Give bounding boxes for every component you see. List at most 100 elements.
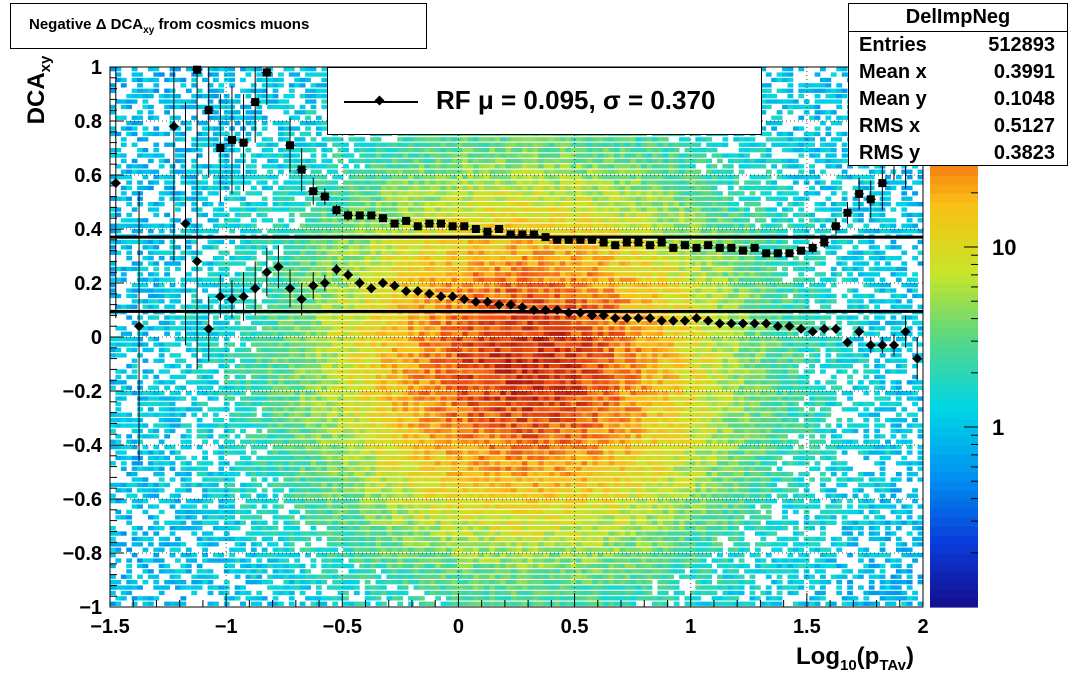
heatmap-cell: [234, 293, 241, 299]
heatmap-cell: [299, 493, 306, 498]
heatmap-cell: [424, 574, 431, 579]
heatmap-cell: [110, 547, 116, 552]
heatmap-cell: [370, 450, 376, 455]
heatmap-cell: [418, 396, 425, 401]
heatmap-cell: [175, 358, 181, 363]
heatmap-cell: [272, 364, 279, 369]
heatmap-cell: [256, 558, 263, 563]
heatmap-cell: [424, 288, 431, 293]
heatmap-cell: [424, 477, 431, 482]
heatmap-cell: [375, 558, 382, 563]
heatmap-cell: [278, 137, 284, 142]
heatmap-cell: [234, 288, 241, 293]
heatmap-cell: [402, 585, 409, 590]
heatmap-cell: [299, 131, 306, 137]
heatmap-cell: [424, 299, 431, 304]
heatmap-cell: [272, 585, 279, 590]
heatmap-cell: [115, 558, 122, 563]
heatmap-cell: [386, 563, 393, 569]
heatmap-cell: [202, 212, 208, 218]
heatmap-cell: [115, 412, 122, 417]
heatmap-cell: [240, 585, 246, 590]
heatmap-cell: [169, 250, 176, 255]
heatmap-cell: [158, 369, 165, 374]
heatmap-cell: [321, 358, 328, 363]
heatmap-cell: [261, 396, 268, 401]
heatmap-cell: [381, 488, 387, 493]
heatmap-cell: [381, 185, 387, 191]
heatmap-cell: [169, 261, 176, 266]
heatmap-cell: [202, 569, 208, 574]
heatmap-cell: [435, 412, 442, 417]
heatmap-cell: [348, 585, 355, 590]
heatmap-cell: [424, 164, 431, 169]
heatmap-cell: [278, 148, 284, 153]
heatmap-cell: [256, 175, 263, 180]
heatmap-cell: [212, 526, 219, 531]
heatmap-cell: [321, 229, 328, 234]
heatmap-cell: [370, 175, 376, 180]
heatmap-cell: [418, 385, 425, 390]
heatmap-cell: [310, 121, 317, 126]
heatmap-cell: [175, 391, 181, 396]
heatmap-cell: [245, 175, 252, 180]
heatmap-cell: [332, 504, 339, 509]
heatmap-cell: [202, 461, 208, 466]
heatmap-cell: [234, 283, 241, 288]
heatmap-cell: [413, 164, 420, 169]
heatmap-cell: [142, 347, 149, 353]
heatmap-cell: [294, 369, 301, 374]
heatmap-cell: [391, 547, 398, 552]
heatmap-cell: [158, 358, 165, 363]
heatmap-cell: [413, 180, 420, 185]
heatmap-cell: [397, 493, 404, 498]
heatmap-cell: [207, 493, 214, 498]
heatmap-cell: [299, 504, 306, 509]
heatmap-cell: [370, 299, 376, 304]
heatmap-cell: [272, 526, 279, 531]
heatmap-cell: [196, 445, 203, 450]
heatmap-cell: [294, 423, 301, 428]
heatmap-cell: [234, 385, 241, 390]
heatmap-cell: [315, 169, 322, 174]
heatmap-cell: [375, 407, 382, 412]
heatmap-cell: [353, 461, 360, 466]
heatmap-cell: [353, 482, 360, 488]
heatmap-cell: [250, 439, 257, 444]
heatmap-cell: [397, 445, 404, 450]
heatmap-cell: [256, 455, 263, 461]
heatmap-cell: [191, 104, 198, 110]
heatmap-cell: [381, 482, 387, 488]
heatmap-cell: [446, 337, 452, 342]
heatmap-cell: [391, 428, 398, 434]
heatmap-cell: [180, 601, 187, 606]
heatmap-cell: [256, 418, 263, 423]
heatmap-cell: [370, 482, 376, 488]
heatmap-cell: [348, 353, 355, 358]
heatmap-cell: [337, 148, 344, 153]
heatmap-cell: [364, 380, 371, 385]
heatmap-cell: [391, 466, 398, 471]
heatmap-cell: [402, 315, 409, 320]
heatmap-cell: [310, 418, 317, 423]
heatmap-cell: [446, 423, 452, 428]
heatmap-cell: [424, 169, 431, 174]
heatmap-cell: [353, 466, 360, 471]
heatmap-cell: [158, 196, 165, 201]
heatmap-cell: [191, 353, 198, 358]
heatmap-cell: [413, 272, 420, 277]
heatmap-cell: [386, 331, 393, 336]
heatmap-cell: [337, 218, 344, 223]
heatmap-cell: [223, 482, 230, 488]
heatmap-cell: [223, 385, 230, 390]
heatmap-cell: [120, 191, 127, 196]
heatmap-cell: [207, 374, 214, 380]
heatmap-cell: [212, 261, 219, 266]
heatmap-cell: [180, 358, 187, 363]
heatmap-cell: [126, 488, 133, 493]
heatmap-cell: [234, 466, 241, 471]
heatmap-cell: [223, 250, 230, 255]
heatmap-cell: [397, 277, 404, 282]
heatmap-cell: [147, 94, 154, 99]
heatmap-cell: [256, 229, 263, 234]
